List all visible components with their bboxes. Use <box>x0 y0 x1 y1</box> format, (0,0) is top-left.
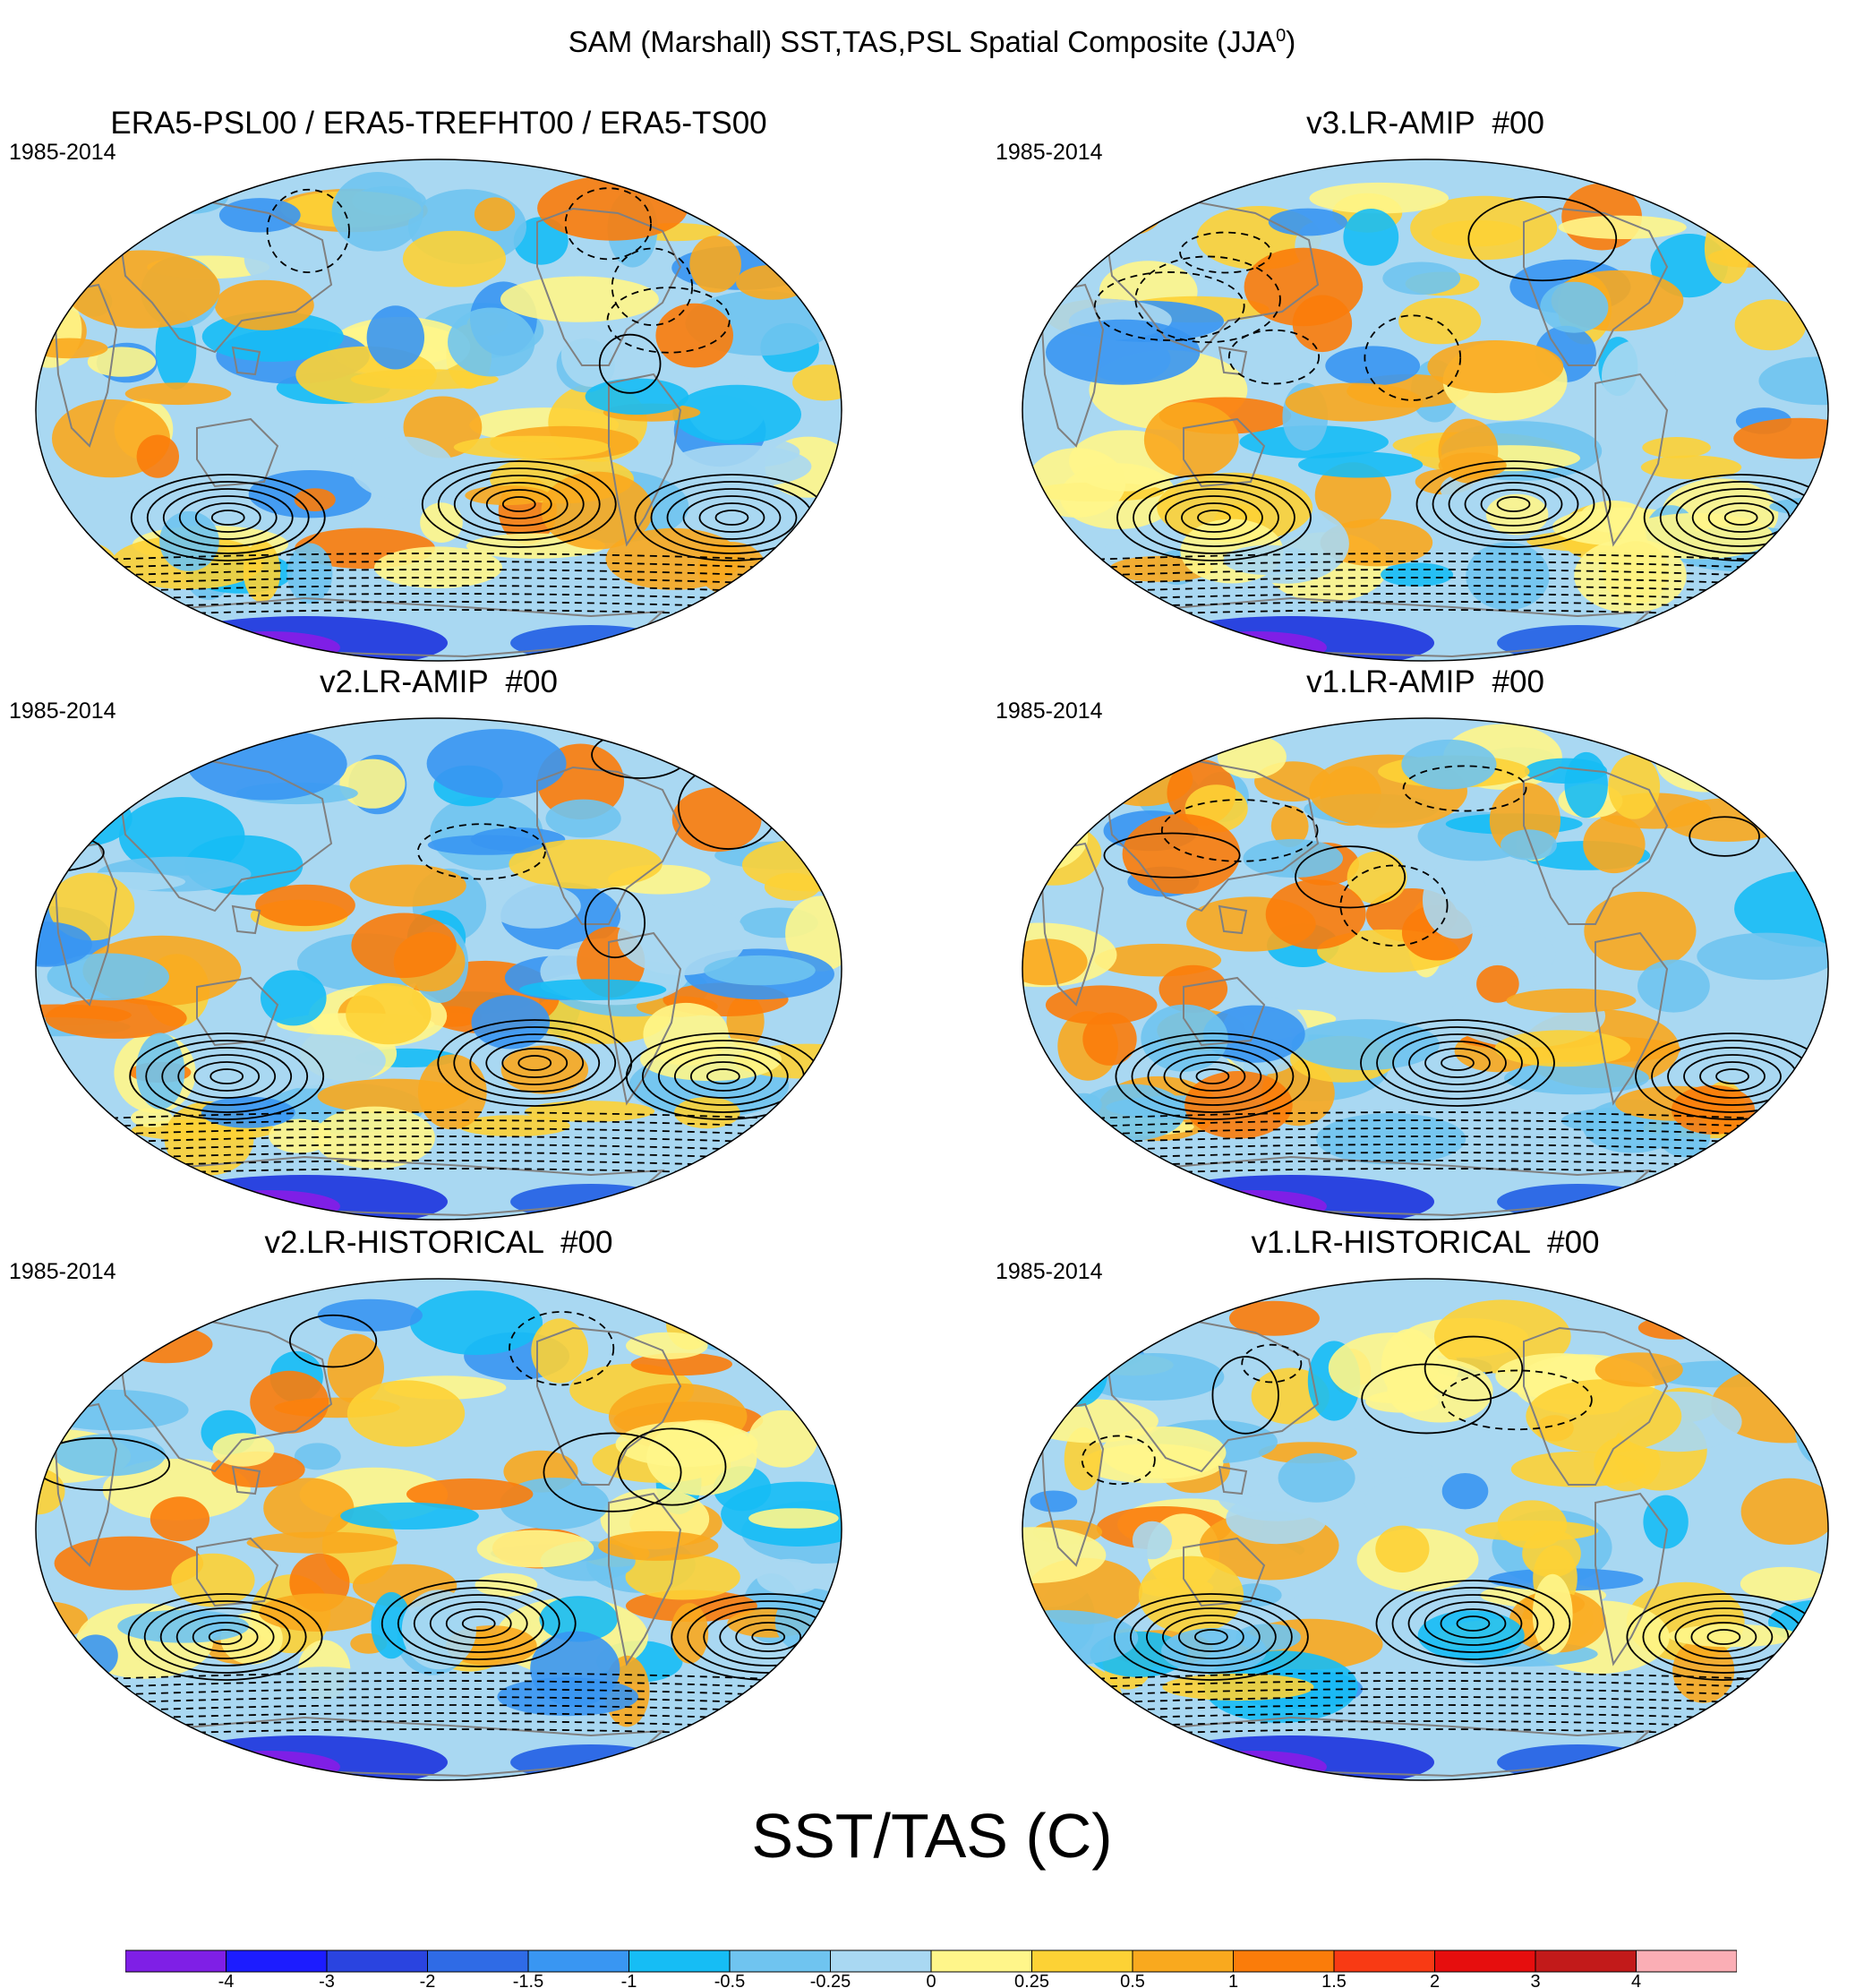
colorbar-tick-label: -4 <box>218 1972 235 1988</box>
colorbar-tick-label: -0.25 <box>810 1972 851 1988</box>
map-v3-amip <box>1022 159 1829 662</box>
colorbar-box <box>1434 1949 1536 1973</box>
colorbar-tick-label: 0.5 <box>1120 1972 1145 1988</box>
map-border <box>35 717 842 1221</box>
colorbar-box <box>1636 1949 1737 1973</box>
map-panel-v3-amip: v3.LR-AMIP #00 1985-2014 <box>996 106 1855 679</box>
map-border <box>1022 159 1829 662</box>
figure-title: SAM (Marshall) SST,TAS,PSL Spatial Compo… <box>568 25 1296 58</box>
colorbar: -4 -3 -2 -1.5 -1 -0.5 -0.25 0 0.25 0.5 1 1.5 2 3 4 <box>125 1949 1737 1988</box>
panel-title: v3.LR-AMIP #00 <box>1306 106 1544 141</box>
map-v2-hist <box>35 1278 842 1781</box>
temperature-anomaly-field <box>1022 719 1828 1220</box>
panel-period: 1985-2014 <box>9 140 116 165</box>
colorbar-box <box>1233 1949 1335 1973</box>
colorbar-box <box>729 1949 831 1973</box>
panel-period: 1985-2014 <box>996 1259 1103 1284</box>
colorbar-tick-label: 2 <box>1430 1972 1440 1988</box>
colorbar-box <box>830 1949 932 1973</box>
colorbar-boxes <box>125 1949 1737 1973</box>
map-panel-v1-amip: v1.LR-AMIP #00 1985-2014 <box>996 664 1855 1238</box>
map-panel-v2-amip: v2.LR-AMIP #00 1985-2014 <box>9 664 868 1238</box>
colorbar-tick-label: 3 <box>1530 1972 1540 1988</box>
panel-period: 1985-2014 <box>9 698 116 724</box>
colorbar-title: SST/TAS (C) <box>751 1801 1113 1871</box>
panel-title: v1.LR-HISTORICAL #00 <box>1251 1225 1600 1260</box>
colorbar-tick-label: -0.5 <box>714 1972 745 1988</box>
colorbar-box <box>930 1949 1032 1973</box>
panel-title: v2.LR-AMIP #00 <box>320 664 558 699</box>
colorbar-box <box>1132 1949 1234 1973</box>
map-era5 <box>35 159 842 662</box>
colorbar-box <box>527 1949 629 1973</box>
colorbar-tick-label: -1 <box>621 1972 637 1988</box>
colorbar-tick-label: 4 <box>1631 1972 1641 1988</box>
colorbar-box <box>326 1949 428 1973</box>
map-border <box>1022 1278 1829 1781</box>
colorbar-box <box>226 1949 328 1973</box>
colorbar-tick-label: 0 <box>926 1972 936 1988</box>
map-v1-amip <box>1022 717 1829 1221</box>
colorbar-box <box>125 1949 227 1973</box>
colorbar-tick-label: 1 <box>1228 1972 1238 1988</box>
colorbar-box <box>1535 1949 1637 1973</box>
panel-title: ERA5-PSL00 / ERA5-TREFHT00 / ERA5-TS00 <box>110 106 767 141</box>
colorbar-tick-label: -1.5 <box>513 1972 543 1988</box>
panel-period: 1985-2014 <box>996 698 1103 724</box>
map-panel-era5: ERA5-PSL00 / ERA5-TREFHT00 / ERA5-TS00 1… <box>9 106 868 679</box>
map-border <box>1022 717 1829 1221</box>
colorbar-tick-label: 0.25 <box>1014 1972 1049 1988</box>
panel-period: 1985-2014 <box>9 1259 116 1284</box>
map-v1-hist <box>1022 1278 1829 1781</box>
map-panel-v1-hist: v1.LR-HISTORICAL #00 1985-2014 <box>996 1225 1855 1798</box>
panel-title: v2.LR-HISTORICAL #00 <box>264 1225 613 1260</box>
map-border <box>35 1278 842 1781</box>
map-v2-amip <box>35 717 842 1221</box>
panel-title: v1.LR-AMIP #00 <box>1306 664 1544 699</box>
colorbar-tick-label: -3 <box>319 1972 335 1988</box>
colorbar-tick-label: 1.5 <box>1321 1972 1347 1988</box>
colorbar-box <box>427 1949 529 1973</box>
map-panel-v2-hist: v2.LR-HISTORICAL #00 1985-2014 <box>9 1225 868 1798</box>
colorbar-box <box>1333 1949 1435 1973</box>
colorbar-box <box>1031 1949 1133 1973</box>
colorbar-box <box>628 1949 731 1973</box>
map-border <box>35 159 842 662</box>
colorbar-tick-label: -2 <box>420 1972 436 1988</box>
panel-period: 1985-2014 <box>996 140 1103 165</box>
